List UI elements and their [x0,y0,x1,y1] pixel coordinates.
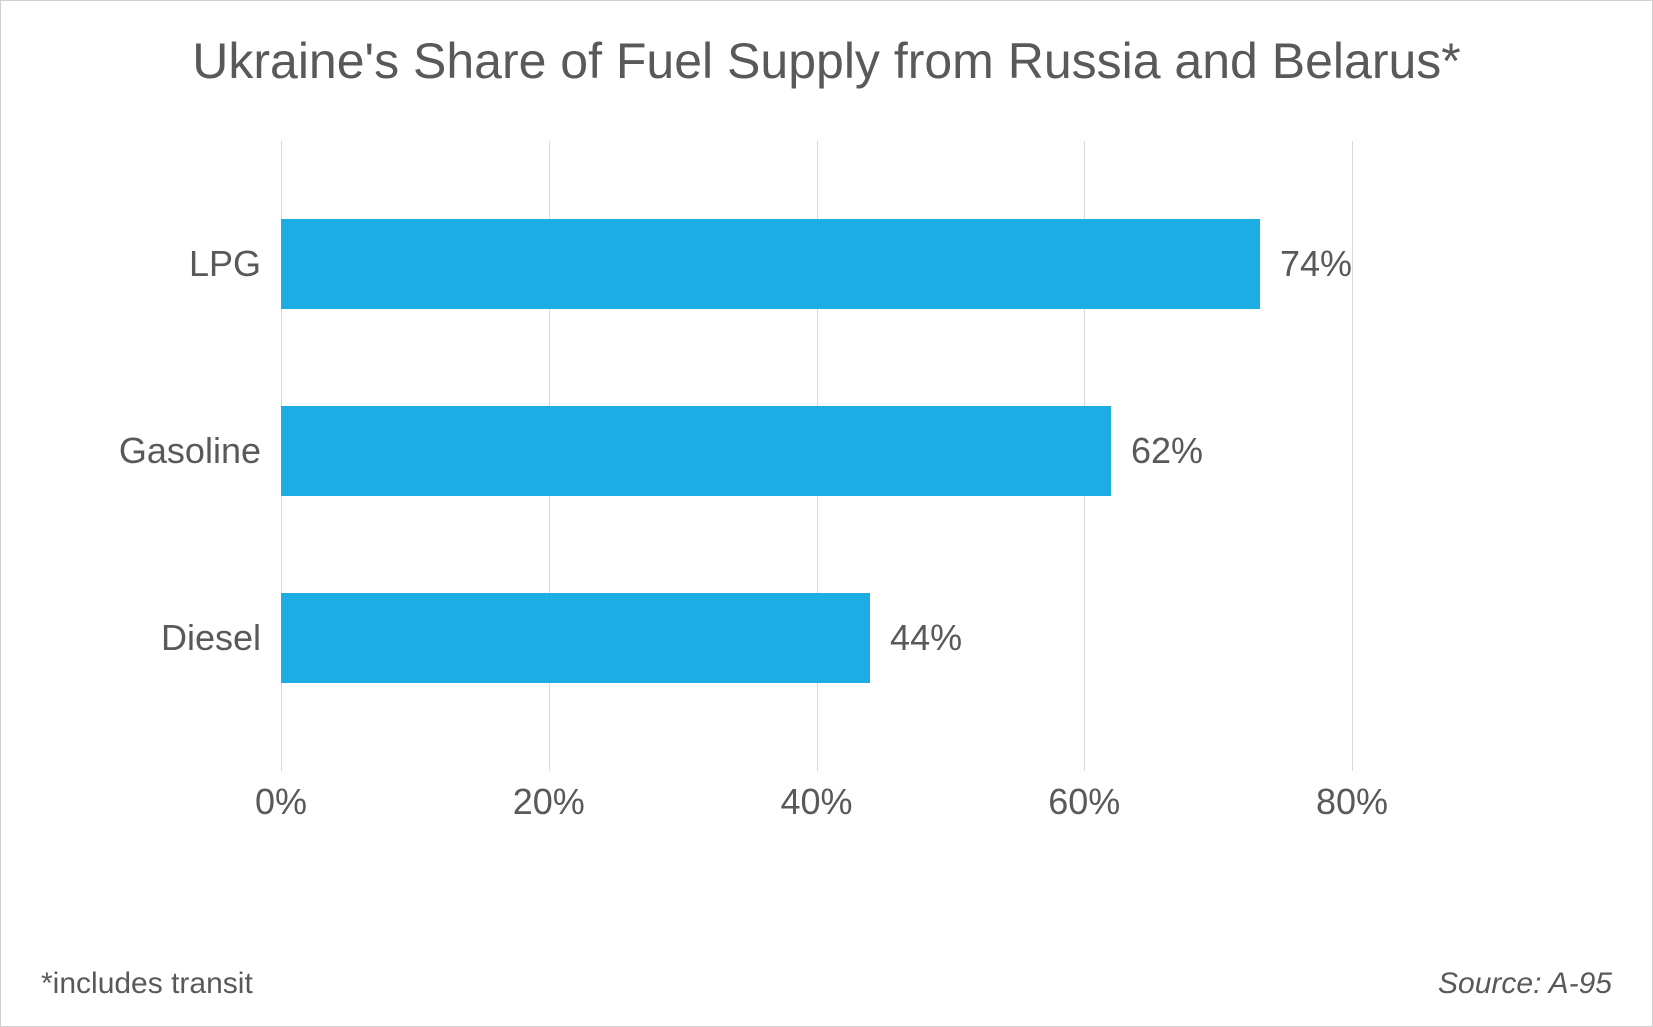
x-tick-label: 0% [255,781,307,823]
footnote: *includes transit [41,967,253,1001]
bar-fill [281,593,870,683]
bar-value: 74% [1280,243,1352,285]
x-tick-label: 80% [1316,781,1388,823]
bar-label: Diesel [161,617,261,659]
x-axis: 0% 20% 40% 60% 80% [281,761,1352,821]
bar-label: LPG [189,243,261,285]
bar-row-lpg: LPG 74% [281,219,1352,309]
tick-mark [1352,761,1353,771]
tick-mark [817,761,818,771]
bar-fill [281,219,1260,309]
grid-line [1352,141,1353,761]
bar-fill [281,406,1111,496]
x-tick-label: 60% [1048,781,1120,823]
x-tick-label: 40% [780,781,852,823]
source-label: Source: A-95 [1438,967,1612,1001]
chart-container: Ukraine's Share of Fuel Supply from Russ… [0,0,1653,1027]
bar-row-gasoline: Gasoline 62% [281,406,1352,496]
bars-area: LPG 74% Gasoline 62% Diesel 44% [281,141,1352,761]
bar-value: 44% [890,617,962,659]
x-tick-label: 20% [513,781,585,823]
tick-mark [281,761,282,771]
plot-area: LPG 74% Gasoline 62% Diesel 44% [281,141,1352,761]
tick-mark [1084,761,1085,771]
chart-footer: *includes transit Source: A-95 [41,967,1612,1001]
tick-mark [549,761,550,771]
bar-row-diesel: Diesel 44% [281,593,1352,683]
bar-value: 62% [1131,430,1203,472]
chart-title: Ukraine's Share of Fuel Supply from Russ… [41,31,1612,91]
bar-label: Gasoline [119,430,261,472]
